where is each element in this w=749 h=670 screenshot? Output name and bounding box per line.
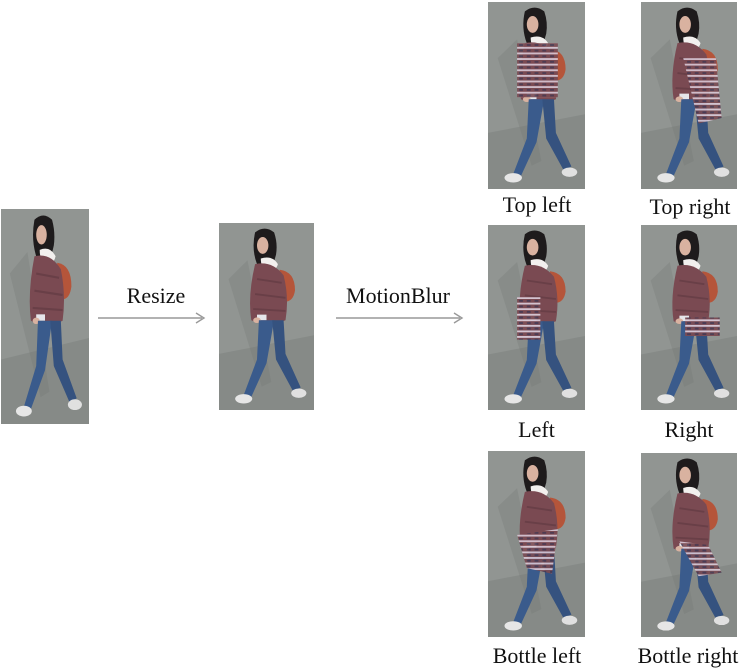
- variant-left-image: [488, 225, 585, 410]
- resize-label: Resize: [126, 283, 186, 308]
- resized-image: [219, 223, 314, 410]
- variant-right-image: [641, 225, 737, 410]
- variant-right-label: Right: [664, 417, 714, 442]
- variant-bottle-right-label: Bottle right: [637, 643, 739, 668]
- variant-top-right-image: [641, 2, 737, 189]
- variant-bottle-right-image: [641, 453, 737, 637]
- variant-top-left-image: [488, 2, 585, 189]
- variant-top-left-label: Top left: [502, 192, 572, 217]
- variant-bottle-left-image: [488, 451, 585, 637]
- variant-top-right-label: Top right: [649, 194, 731, 219]
- original-image: [1, 209, 89, 424]
- motionblur-label: MotionBlur: [346, 283, 450, 308]
- variant-left-label: Left: [518, 417, 555, 442]
- variant-bottle-left-label: Bottle left: [492, 643, 582, 668]
- resize-arrow-icon: [98, 312, 206, 324]
- motionblur-arrow-icon: [336, 312, 464, 324]
